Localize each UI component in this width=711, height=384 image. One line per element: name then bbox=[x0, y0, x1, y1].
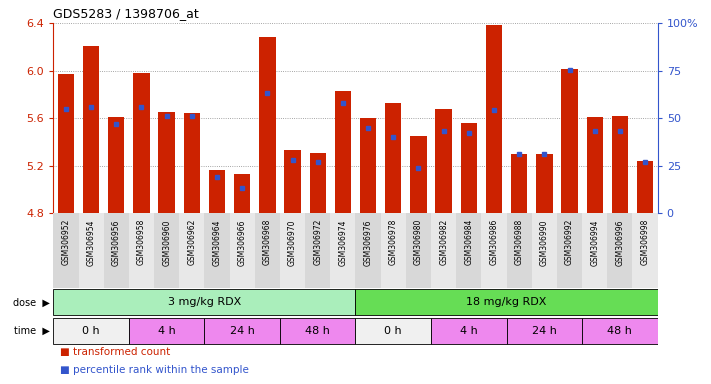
Text: GDS5283 / 1398706_at: GDS5283 / 1398706_at bbox=[53, 7, 199, 20]
Text: GSM306974: GSM306974 bbox=[338, 219, 348, 266]
Text: GSM306984: GSM306984 bbox=[464, 219, 474, 265]
Text: GSM306964: GSM306964 bbox=[213, 219, 222, 266]
Bar bbox=[108, 117, 124, 213]
Bar bbox=[356, 290, 658, 315]
Bar bbox=[53, 290, 356, 315]
Bar bbox=[305, 213, 331, 288]
Text: 24 h: 24 h bbox=[230, 326, 255, 336]
Text: GSM306988: GSM306988 bbox=[515, 219, 524, 265]
Bar bbox=[607, 213, 633, 288]
Text: GSM306966: GSM306966 bbox=[237, 219, 247, 266]
Bar bbox=[356, 318, 431, 344]
Bar bbox=[582, 213, 607, 288]
Text: GSM306992: GSM306992 bbox=[565, 219, 574, 265]
Bar bbox=[104, 213, 129, 288]
Bar bbox=[179, 213, 205, 288]
Text: 48 h: 48 h bbox=[305, 326, 330, 336]
Text: GSM306994: GSM306994 bbox=[590, 219, 599, 266]
Bar bbox=[154, 213, 179, 288]
Bar bbox=[637, 161, 653, 213]
Bar bbox=[611, 116, 628, 213]
Text: GSM306968: GSM306968 bbox=[263, 219, 272, 265]
Bar bbox=[481, 213, 506, 288]
Bar bbox=[380, 213, 406, 288]
Bar bbox=[633, 213, 658, 288]
Bar bbox=[331, 213, 356, 288]
Bar bbox=[159, 112, 175, 213]
Text: time  ▶: time ▶ bbox=[14, 326, 50, 336]
Text: GSM306958: GSM306958 bbox=[137, 219, 146, 265]
Text: GSM306952: GSM306952 bbox=[61, 219, 70, 265]
Text: dose  ▶: dose ▶ bbox=[13, 297, 50, 308]
Bar bbox=[129, 318, 205, 344]
Bar bbox=[536, 154, 552, 213]
Text: GSM306996: GSM306996 bbox=[616, 219, 624, 266]
Text: GSM306954: GSM306954 bbox=[87, 219, 95, 266]
Bar bbox=[356, 213, 380, 288]
Bar bbox=[205, 213, 230, 288]
Bar bbox=[133, 73, 149, 213]
Text: GSM306998: GSM306998 bbox=[641, 219, 650, 265]
Text: GSM306962: GSM306962 bbox=[187, 219, 196, 265]
Bar bbox=[78, 213, 104, 288]
Bar bbox=[532, 213, 557, 288]
Bar bbox=[506, 318, 582, 344]
Text: GSM306956: GSM306956 bbox=[112, 219, 121, 266]
Bar bbox=[582, 318, 658, 344]
Text: GSM306972: GSM306972 bbox=[314, 219, 322, 265]
Text: 4 h: 4 h bbox=[460, 326, 478, 336]
Text: 18 mg/kg RDX: 18 mg/kg RDX bbox=[466, 297, 547, 307]
Bar bbox=[230, 213, 255, 288]
Bar bbox=[461, 123, 477, 213]
Text: GSM306978: GSM306978 bbox=[389, 219, 397, 265]
Bar bbox=[562, 70, 578, 213]
Bar bbox=[557, 213, 582, 288]
Text: GSM306960: GSM306960 bbox=[162, 219, 171, 266]
Bar bbox=[506, 213, 532, 288]
Bar bbox=[280, 213, 305, 288]
Bar bbox=[431, 213, 456, 288]
Text: 0 h: 0 h bbox=[385, 326, 402, 336]
Bar bbox=[53, 213, 78, 288]
Bar bbox=[205, 318, 280, 344]
Bar bbox=[335, 91, 351, 213]
Text: 0 h: 0 h bbox=[82, 326, 100, 336]
Text: GSM306976: GSM306976 bbox=[363, 219, 373, 266]
Text: ■ transformed count: ■ transformed count bbox=[60, 347, 171, 357]
Text: GSM306986: GSM306986 bbox=[489, 219, 498, 265]
Text: GSM306990: GSM306990 bbox=[540, 219, 549, 266]
Bar bbox=[486, 25, 502, 213]
Bar bbox=[456, 213, 481, 288]
Bar bbox=[234, 174, 250, 213]
Bar bbox=[406, 213, 431, 288]
Bar bbox=[58, 74, 74, 213]
Bar bbox=[410, 136, 427, 213]
Bar bbox=[255, 213, 280, 288]
Bar bbox=[183, 113, 200, 213]
Bar bbox=[309, 152, 326, 213]
Bar bbox=[431, 318, 506, 344]
Bar bbox=[280, 318, 356, 344]
Bar bbox=[83, 46, 100, 213]
Bar bbox=[129, 213, 154, 288]
Bar bbox=[587, 117, 603, 213]
Bar bbox=[209, 170, 225, 213]
Bar bbox=[284, 150, 301, 213]
Bar bbox=[385, 103, 402, 213]
Bar bbox=[435, 109, 451, 213]
Text: 4 h: 4 h bbox=[158, 326, 176, 336]
Text: GSM306970: GSM306970 bbox=[288, 219, 297, 266]
Bar bbox=[53, 318, 129, 344]
Bar bbox=[360, 118, 376, 213]
Bar bbox=[511, 154, 528, 213]
Text: ■ percentile rank within the sample: ■ percentile rank within the sample bbox=[60, 365, 250, 375]
Text: 48 h: 48 h bbox=[607, 326, 632, 336]
Text: 3 mg/kg RDX: 3 mg/kg RDX bbox=[168, 297, 241, 307]
Text: 24 h: 24 h bbox=[532, 326, 557, 336]
Text: GSM306980: GSM306980 bbox=[414, 219, 423, 265]
Bar bbox=[260, 37, 276, 213]
Text: GSM306982: GSM306982 bbox=[439, 219, 448, 265]
